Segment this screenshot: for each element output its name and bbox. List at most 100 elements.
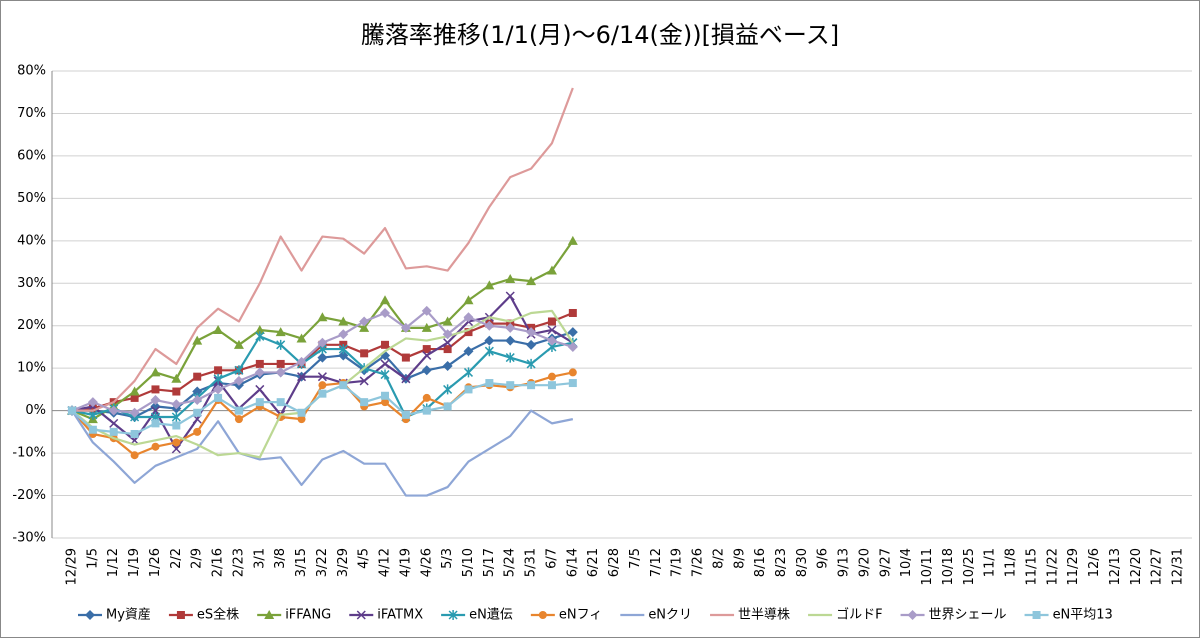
- data-point: [254, 367, 265, 378]
- data-point: [526, 358, 536, 369]
- y-tick-label: -20%: [12, 488, 46, 503]
- data-point: [109, 427, 118, 436]
- data-point: [526, 276, 537, 286]
- x-tick-label: 4/26: [419, 548, 434, 577]
- data-point: [401, 410, 410, 419]
- x-tick-label: 9/20: [857, 548, 872, 577]
- data-point: [275, 367, 286, 378]
- x-tick-label: 1/12: [106, 548, 121, 577]
- x-tick-label: 12/13: [1108, 548, 1123, 585]
- data-point: [213, 384, 224, 395]
- y-tick-label: 60%: [17, 148, 46, 163]
- data-point: [130, 451, 139, 460]
- data-point: [171, 444, 181, 454]
- data-point: [192, 395, 203, 406]
- data-point: [484, 346, 494, 357]
- data-point: [400, 322, 411, 333]
- data-point: [547, 381, 556, 390]
- legend-label: iFFANG: [285, 608, 331, 623]
- data-point: [233, 339, 244, 349]
- data-point: [484, 320, 495, 331]
- data-point: [421, 305, 432, 316]
- data-point: [108, 405, 119, 416]
- x-tick-label: 6/28: [607, 548, 622, 577]
- x-tick-label: 4/12: [378, 548, 393, 577]
- x-tick-label: 1/5: [85, 548, 100, 569]
- x-tick-label: 7/5: [628, 548, 643, 569]
- data-point: [568, 368, 577, 377]
- data-point: [547, 317, 556, 326]
- x-tick-label: 10/4: [899, 548, 914, 577]
- data-point: [317, 372, 327, 382]
- data-point: [568, 379, 577, 388]
- x-tick-label: 11/15: [1024, 548, 1039, 585]
- data-point: [172, 438, 181, 447]
- x-tick-label: 10/18: [941, 548, 956, 585]
- x-tick-label: 6/7: [544, 548, 559, 569]
- data-point: [526, 339, 537, 350]
- x-tick-label: 6/14: [565, 548, 580, 577]
- legend-marker: [538, 611, 547, 619]
- data-point: [151, 385, 160, 394]
- x-tick-label: 12/20: [1129, 548, 1144, 585]
- data-point: [464, 385, 473, 394]
- data-point: [151, 419, 160, 428]
- data-point: [192, 335, 203, 345]
- data-point: [172, 387, 181, 396]
- x-tick-label: 11/1: [983, 548, 998, 577]
- data-point: [297, 415, 306, 424]
- data-point: [213, 373, 223, 384]
- x-tick-label: 3/29: [336, 548, 351, 577]
- y-tick-label: 30%: [17, 276, 46, 291]
- data-point: [234, 406, 243, 415]
- data-point: [359, 316, 370, 327]
- data-point: [214, 393, 223, 402]
- data-point: [234, 415, 243, 424]
- data-point: [505, 352, 515, 363]
- data-point: [129, 386, 140, 396]
- data-point: [297, 408, 306, 417]
- data-point: [442, 329, 453, 340]
- x-tick-label: 2/16: [211, 548, 226, 577]
- data-point: [360, 398, 369, 407]
- data-point: [463, 346, 474, 357]
- x-tick-label: 2/23: [231, 548, 246, 577]
- data-point: [88, 404, 97, 413]
- y-tick-label: 80%: [17, 64, 46, 79]
- x-tick-label: 3/15: [294, 548, 309, 577]
- data-point: [443, 338, 453, 348]
- chart-title: 騰落率推移(1/1(月)～6/14(金))[損益ベース]: [361, 21, 839, 49]
- data-point: [193, 408, 202, 417]
- data-point: [505, 322, 516, 333]
- data-point: [172, 421, 181, 430]
- data-point: [506, 381, 515, 390]
- x-tick-label: 12/29: [65, 548, 80, 585]
- data-point: [275, 327, 286, 337]
- data-point: [463, 295, 474, 305]
- legend-label: eN平均13: [1053, 608, 1113, 623]
- x-tick-label: 12/6: [1087, 548, 1102, 577]
- x-tick-label: 5/10: [461, 548, 476, 577]
- x-tick-label: 8/9: [732, 548, 747, 569]
- data-point: [296, 356, 307, 367]
- x-tick-label: 5/17: [482, 548, 497, 577]
- x-tick-label: 11/8: [1004, 548, 1019, 577]
- data-point: [380, 359, 390, 369]
- data-point: [567, 235, 578, 245]
- data-point: [527, 381, 536, 390]
- data-point: [505, 335, 516, 346]
- data-point: [381, 391, 390, 400]
- legend-marker: [356, 610, 366, 620]
- data-point: [546, 265, 557, 275]
- data-point: [380, 307, 391, 318]
- legend-label: 世半導株: [738, 608, 790, 623]
- data-point: [505, 274, 516, 284]
- data-point: [380, 369, 390, 380]
- data-point: [233, 375, 244, 386]
- data-point: [422, 406, 431, 415]
- data-point: [567, 327, 578, 338]
- y-tick-label: 20%: [17, 318, 46, 333]
- data-point: [338, 329, 349, 340]
- x-tick-label: 3/8: [273, 548, 288, 569]
